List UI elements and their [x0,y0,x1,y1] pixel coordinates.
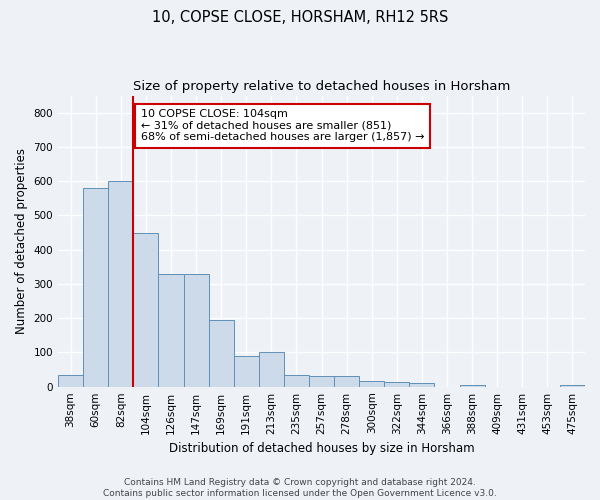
Y-axis label: Number of detached properties: Number of detached properties [15,148,28,334]
Bar [209,320,233,386]
Text: Contains HM Land Registry data © Crown copyright and database right 2024.
Contai: Contains HM Land Registry data © Crown c… [103,478,497,498]
Bar [233,356,259,386]
Bar [58,374,83,386]
Bar [560,384,585,386]
X-axis label: Distribution of detached houses by size in Horsham: Distribution of detached houses by size … [169,442,475,455]
Bar [259,352,284,386]
Bar [359,381,384,386]
Text: 10 COPSE CLOSE: 104sqm
← 31% of detached houses are smaller (851)
68% of semi-de: 10 COPSE CLOSE: 104sqm ← 31% of detached… [141,110,424,142]
Bar [133,232,158,386]
Bar [184,274,209,386]
Bar [409,383,434,386]
Bar [158,274,184,386]
Bar [108,181,133,386]
Bar [284,374,309,386]
Bar [334,376,359,386]
Bar [83,188,108,386]
Text: 10, COPSE CLOSE, HORSHAM, RH12 5RS: 10, COPSE CLOSE, HORSHAM, RH12 5RS [152,10,448,25]
Bar [309,376,334,386]
Bar [384,382,409,386]
Bar [460,385,485,386]
Title: Size of property relative to detached houses in Horsham: Size of property relative to detached ho… [133,80,510,93]
